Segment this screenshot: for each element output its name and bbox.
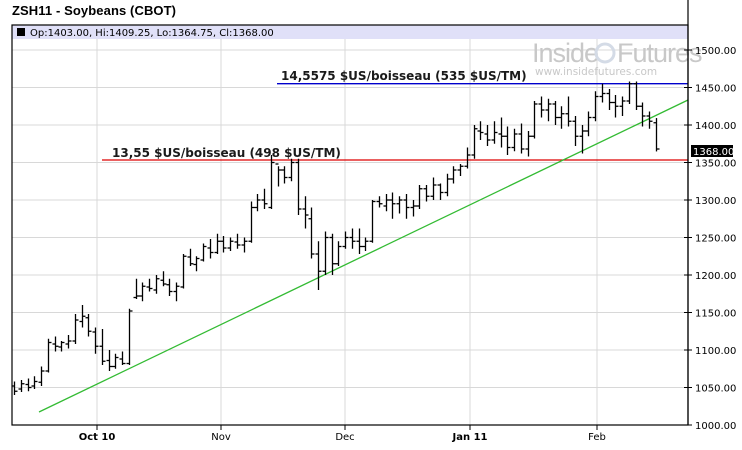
series-marker-icon (17, 28, 25, 36)
chart-title: ZSH11 - Soybeans (CBOT) (12, 3, 177, 18)
resistance-label: 14,5575 $US/boisseau (535 $US/TM) (281, 69, 527, 83)
trend-line (38, 99, 689, 413)
watermark-brand-right: Futures (617, 38, 702, 68)
watermark: Inside Futures www.insidefutures.com (532, 38, 703, 78)
x-tick-label: Dec (335, 432, 354, 443)
ohlc-readout: Op:1403.00, Hi:1409.25, Lo:1364.75, Cl:1… (30, 28, 274, 39)
y-tick-label: 1100.00 (695, 346, 736, 357)
y-axis: 1000.00 1050.00 1100.00 1150.00 1200.00 1250.… (684, 0, 736, 432)
y-tick-label: 1200.00 (695, 271, 736, 282)
watermark-url: www.insidefutures.com (535, 66, 657, 78)
support-label: 13,55 $US/boisseau (498 $US/TM) (112, 146, 341, 160)
x-tick-label: Jan 11 (452, 432, 488, 443)
y-tick-label: 1050.00 (695, 384, 736, 395)
y-tick-label: 1400.00 (695, 121, 736, 132)
y-tick-label: 1000.00 (695, 421, 736, 432)
y-tick-label: 1250.00 (695, 234, 736, 245)
y-tick-label: 1150.00 (695, 309, 736, 320)
watermark-brand-left: Inside (532, 38, 598, 68)
y-tick-label: 1300.00 (695, 196, 736, 207)
watermark-logo-icon (594, 42, 616, 64)
y-tick-label: 1350.00 (695, 159, 736, 170)
x-tick-label: Nov (211, 432, 231, 443)
x-tick-label: Oct 10 (79, 432, 116, 443)
x-axis: Oct 10 Nov Dec Jan 11 Feb (79, 425, 606, 443)
y-tick-label: 1500.00 (695, 46, 736, 57)
y-tick-label: 1450.00 (695, 84, 736, 95)
price-bars (11, 81, 660, 395)
x-tick-label: Feb (588, 432, 606, 443)
last-price-tag (691, 145, 733, 157)
last-price-value: 1368.00 (693, 147, 734, 158)
plot-area (12, 25, 688, 425)
ohlc-header-band (12, 25, 688, 39)
